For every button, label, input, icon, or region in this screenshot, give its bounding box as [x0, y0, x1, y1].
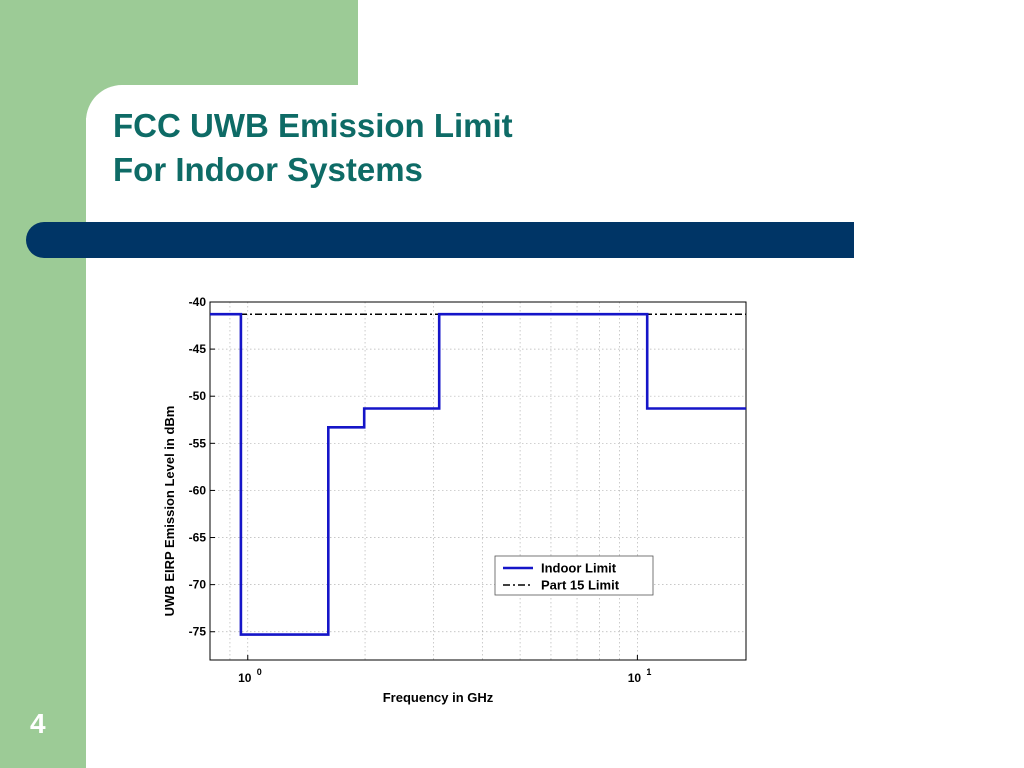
content-panel [86, 85, 1024, 768]
series-layer [210, 312, 746, 636]
x-tick-exponent: 0 [257, 667, 262, 677]
grid [210, 301, 746, 660]
y-tick-label: -55 [189, 436, 207, 450]
y-tick-label: -40 [189, 295, 207, 309]
y-tick-label: -50 [189, 389, 207, 403]
legend-label: Part 15 Limit [541, 578, 620, 593]
y-tick-label: -45 [189, 342, 207, 356]
x-tick-exponent: 1 [646, 667, 651, 677]
x-axis-label: Frequency in GHz [383, 690, 494, 705]
y-tick-label: -60 [189, 483, 207, 497]
page-number: 4 [30, 708, 46, 739]
series-line-indoor-limit [210, 312, 746, 636]
title-divider-bar [26, 222, 854, 258]
y-axis-label: UWB EIRP Emission Level in dBm [162, 406, 177, 617]
slide-title-line-2: For Indoor Systems [113, 151, 423, 188]
slide-title-line-1: FCC UWB Emission Limit [113, 107, 513, 144]
x-tick-label: 10 [628, 671, 642, 685]
x-tick-label: 10 [238, 671, 252, 685]
legend-box [494, 555, 654, 596]
sidebar-band [0, 0, 86, 768]
y-tick-label: -70 [189, 578, 207, 592]
y-tick-label: -75 [189, 625, 207, 639]
legend: Indoor Limit Part 15 Limit [494, 555, 654, 596]
tick-labels: -40 -45 -50 -55 -60 -65 -70 -75 10 0 10 1 [189, 295, 652, 685]
y-tick-label: -65 [189, 531, 207, 545]
legend-label: Indoor Limit [541, 561, 617, 576]
emission-limit-chart: -40 -45 -50 -55 -60 -65 -70 -75 10 0 10 1 Frequency… [162, 295, 747, 705]
plot-frame [209, 301, 747, 661]
slide-title: FCC UWB Emission Limit For Indoor System… [113, 104, 513, 192]
